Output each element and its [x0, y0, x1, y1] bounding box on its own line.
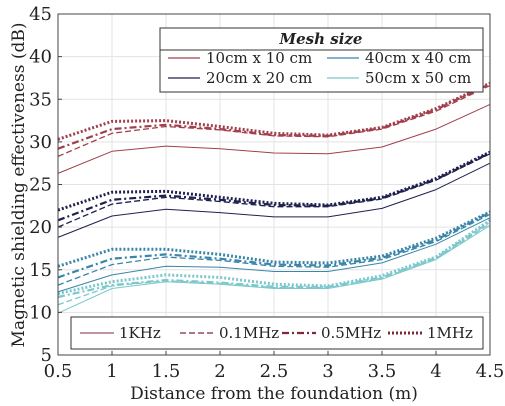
- series-line-20cm-x-20-cm-1khz: [57, 162, 491, 238]
- y-tick-label: 10: [29, 302, 52, 323]
- series-line-50cm-x-50-cm-1khz: [57, 224, 491, 314]
- legend-mesh-title: Mesh size: [279, 30, 363, 48]
- tick-labels: 0.5 1 1.5 2 2.5 3 3.5 4 4.5 5 10 15 20 25 30 35 40 45: [29, 4, 504, 382]
- legend-freq-label-0-1mhz: 0.1MHz: [219, 324, 279, 342]
- series-line-40cm-x-40-cm-1mhz: [57, 210, 491, 268]
- legend-frequency: 1KHz 0.1MHz 0.5MHz 1MHz: [70, 316, 484, 350]
- legend-mesh-label-40cm-x-40-cm: 40cm x 40 cm: [365, 49, 471, 67]
- x-tick-label: 4: [430, 361, 441, 382]
- y-tick-label: 35: [29, 89, 52, 110]
- x-tick-label: 2: [214, 361, 225, 382]
- series-group: [57, 81, 491, 314]
- y-tick-label: 45: [29, 4, 52, 25]
- series-line-20cm-x-20-cm-0-1mhz: [57, 153, 491, 228]
- y-tick-label: 25: [29, 175, 52, 196]
- x-tick-label: 4.5: [476, 361, 505, 382]
- legend-mesh-box: [159, 27, 484, 93]
- legend-freq-label-1khz: 1KHz: [119, 324, 161, 342]
- x-tick-label: 3: [322, 361, 333, 382]
- x-tick-label: 0.5: [44, 361, 73, 382]
- y-tick-label: 30: [29, 132, 52, 153]
- y-tick-label: 5: [41, 345, 52, 366]
- y-tick-label: 15: [29, 260, 52, 281]
- legend-mesh-label-20cm-x-20-cm: 20cm x 20 cm: [206, 69, 312, 87]
- series-line-10cm-x-10-cm-0-5mhz: [57, 82, 491, 150]
- series-line-40cm-x-40-cm-0-1mhz: [57, 213, 491, 286]
- y-tick-label: 20: [29, 217, 52, 238]
- y-tick-label: 40: [29, 47, 52, 68]
- legend-frequency-box: [70, 316, 484, 350]
- series-line-40cm-x-40-cm-1khz: [57, 217, 491, 293]
- series-line-50cm-x-50-cm-1mhz: [57, 219, 491, 296]
- x-tick-label: 1: [106, 361, 117, 382]
- legend-freq-label-0-5mhz: 0.5MHz: [321, 324, 381, 342]
- x-tick-label: 1.5: [152, 361, 181, 382]
- x-axis-label: Distance from the foundation (m): [130, 384, 418, 404]
- legend-mesh: Mesh size 10cm x 10 cm 40cm x 40 cm 20cm x…: [159, 27, 484, 93]
- x-tick-label: 3.5: [368, 361, 397, 382]
- y-axis-label: Magnetic shielding effectiveness (dB): [9, 23, 29, 348]
- legend-freq-label-1mhz: 1MHz: [427, 324, 473, 342]
- series-line-40cm-x-40-cm-0-5mhz: [57, 211, 491, 279]
- series-line-50cm-x-50-cm-0-1mhz: [57, 223, 491, 306]
- legend-mesh-label-50cm-x-50-cm: 50cm x 50 cm: [365, 69, 471, 87]
- legend-mesh-label-10cm-x-10-cm: 10cm x 10 cm: [206, 49, 312, 67]
- x-tick-label: 2.5: [260, 361, 289, 382]
- series-line-10cm-x-10-cm-1khz: [57, 103, 491, 174]
